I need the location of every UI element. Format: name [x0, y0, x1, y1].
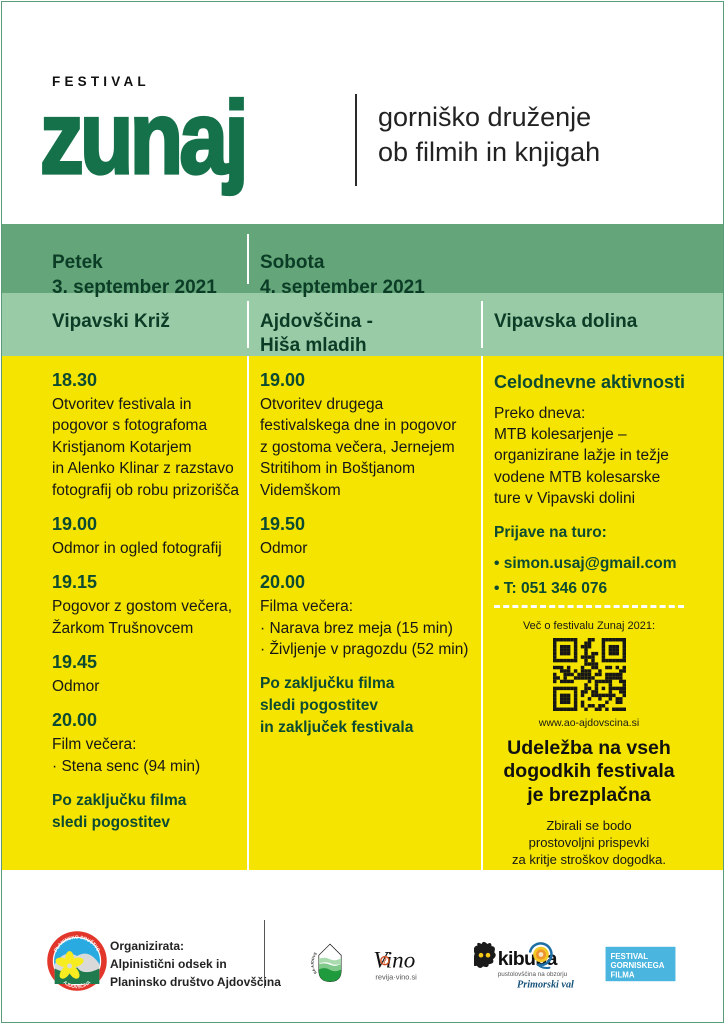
svg-text:Primorski val: Primorski val — [517, 980, 574, 991]
svg-text:FESTIVAL: FESTIVAL — [610, 952, 648, 961]
svg-text:GORNISKEGA: GORNISKEGA — [610, 961, 664, 970]
svg-text:OBČINA·AJDOVŠČINA: OBČINA·AJDOVŠČINA — [302, 934, 318, 975]
svg-text:FILMA: FILMA — [610, 970, 634, 979]
svg-text:Vino: Vino — [373, 946, 415, 972]
svg-text:revija·vino.si: revija·vino.si — [375, 973, 417, 982]
